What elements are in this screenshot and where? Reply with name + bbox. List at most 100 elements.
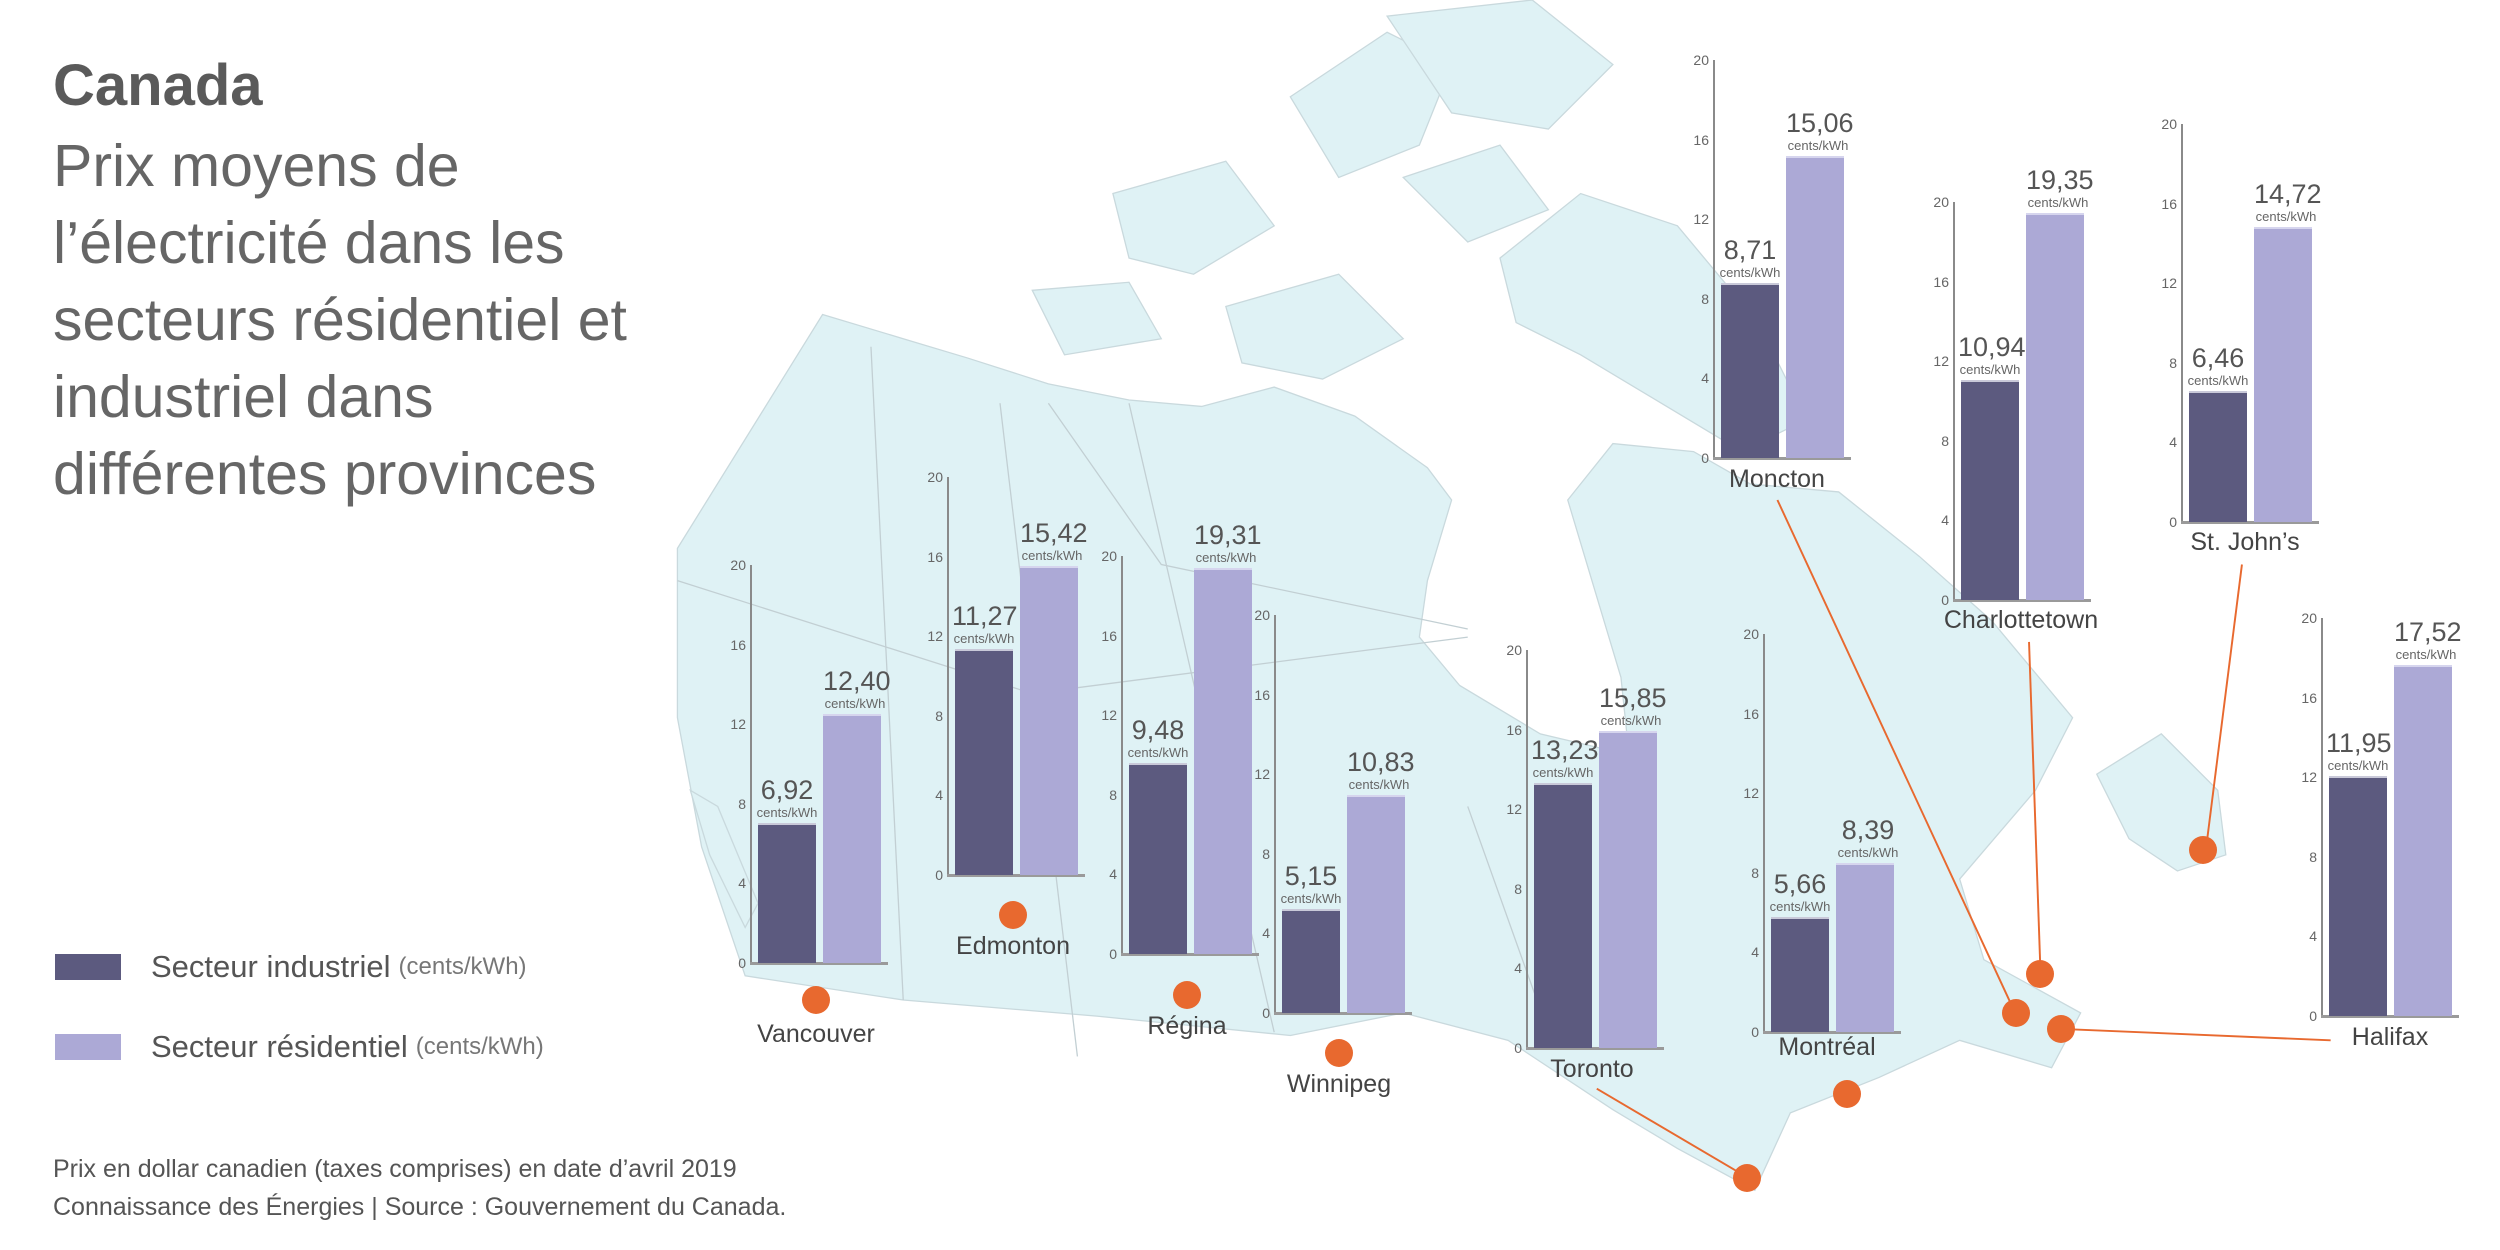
value-text: 8,71: [1723, 234, 1777, 265]
city-label-toronto: Toronto: [1550, 1055, 1634, 1083]
y-tick-label: 0: [1262, 1005, 1270, 1021]
y-tick-label: 20: [1743, 626, 1759, 642]
y-tick-label: 20: [730, 557, 746, 573]
y-tick-label: 4: [1262, 925, 1270, 942]
legend-swatch-residentiel: [55, 1034, 121, 1060]
y-tick-label: 4: [935, 787, 943, 804]
unit-text: cents/kWh: [1348, 777, 1410, 793]
value-label-industriel: 5,66 cents/kWh: [1768, 871, 1832, 915]
legend-swatch-industriel: [55, 954, 121, 980]
city-marker-régina: [1173, 981, 1201, 1009]
city-label-montréal: Montréal: [1778, 1033, 1876, 1061]
y-tick-label: 12: [1506, 801, 1522, 818]
bar-residentiel: [1599, 730, 1657, 1048]
unit-text: cents/kWh: [2027, 194, 2089, 210]
value-text: 10,83: [1347, 747, 1415, 778]
y-tick-label: 16: [1506, 721, 1522, 738]
value-text: 5,15: [1284, 860, 1338, 891]
y-tick-label: 4: [1941, 512, 1949, 529]
y-tick-label: 20: [927, 469, 943, 485]
value-text: 10,94: [1958, 332, 2026, 363]
chart-montréal: 0 4 8 12 16 20 5,66 cents/kWh 8,39 cents/kWh: [1743, 626, 1973, 1040]
value-text: 11,27: [952, 600, 1018, 631]
unit-text: cents/kWh: [1787, 138, 1849, 154]
y-axis: [1713, 60, 1715, 458]
legend-unit: (cents/kWh): [415, 1033, 544, 1060]
y-tick-label: 16: [1101, 627, 1117, 644]
y-tick-label: 8: [935, 707, 943, 724]
bar-industriel: [2329, 776, 2387, 1016]
value-text: 15,85: [1599, 682, 1667, 713]
value-label-industriel: 5,15 cents/kWh: [1279, 860, 1343, 906]
city-label-vancouver: Vancouver: [757, 1020, 875, 1048]
bar-residentiel: [1020, 566, 1078, 875]
bar-industriel: [1961, 380, 2019, 600]
x-axis-baseline: [1953, 599, 2091, 602]
y-tick-label: 20: [2301, 610, 2317, 626]
value-label-residentiel: 12,40 cents/kWh: [823, 668, 891, 711]
bar-industriel: [758, 823, 816, 963]
chart-halifax: 0 4 8 12 16 20 11,95 cents/kWh 17,52 cents/kWh: [2301, 610, 2500, 1024]
city-marker-toronto: [1733, 1164, 1761, 1192]
x-axis-baseline: [2181, 521, 2319, 524]
x-axis-baseline: [1763, 1031, 1901, 1034]
bar-industriel: [1771, 917, 1829, 1032]
chart-régina: 0 4 8 12 16 20 9,48 cents/kWh 19,31 cents/kWh: [1101, 521, 1331, 962]
value-text: 6,92: [760, 775, 814, 806]
bar-residentiel: [1786, 156, 1844, 458]
bar-residentiel: [2254, 227, 2312, 522]
x-axis-baseline: [1274, 1012, 1412, 1015]
page-title: Canada: [53, 53, 263, 118]
unit-text: cents/kWh: [1959, 362, 2021, 378]
unit-text: cents/kWh: [756, 805, 818, 821]
value-text: 11,95: [2326, 728, 2392, 759]
city-marker-halifax: [2047, 1015, 2075, 1043]
bar-industriel: [955, 648, 1013, 875]
legend-item-industriel: Secteur industriel (cents/kWh): [55, 949, 527, 985]
y-tick-label: 12: [1693, 211, 1709, 228]
y-tick-label: 20: [1101, 548, 1117, 564]
legend-label: Secteur résidentiel: [151, 1029, 408, 1064]
chart-charlottetown: 0 4 8 12 16 20 10,94 cents/kWh 19,35 cents/kWh: [1933, 166, 2163, 608]
x-axis-baseline: [1121, 953, 1259, 956]
y-tick-label: 8: [1109, 786, 1117, 803]
city-label-edmonton: Edmonton: [956, 932, 1070, 960]
y-tick-label: 16: [1933, 273, 1949, 290]
y-tick-label: 12: [1254, 766, 1270, 783]
ellesmere-island: [1385, 0, 1614, 130]
value-text: 8,39: [1841, 815, 1895, 846]
city-marker-moncton: [2002, 999, 2030, 1027]
bar-industriel: [1129, 763, 1187, 954]
value-label-industriel: 11,95 cents/kWh: [2326, 728, 2392, 774]
y-tick-label: 4: [1514, 960, 1522, 977]
y-tick-label: 4: [1751, 944, 1759, 961]
value-label-industriel: 8,71 cents/kWh: [1718, 234, 1782, 279]
bar-industriel: [1534, 782, 1592, 1048]
mainland: [676, 313, 2082, 1192]
bar-residentiel: [1347, 795, 1405, 1013]
page-subtitle: Prix moyens de l’électricité dans les se…: [53, 133, 627, 507]
unit-text: cents/kWh: [953, 630, 1015, 646]
footer-source: Connaissance des Énergies | Source : Gou…: [53, 1193, 787, 1221]
y-tick-label: 12: [2161, 275, 2177, 292]
value-label-residentiel: 15,85 cents/kWh: [1599, 682, 1667, 727]
unit-text: cents/kWh: [1280, 890, 1342, 906]
unit-text: cents/kWh: [2327, 758, 2389, 774]
y-tick-label: 0: [738, 955, 746, 971]
bar-residentiel: [823, 714, 881, 963]
unit-text: cents/kWh: [1769, 899, 1831, 915]
value-label-industriel: 13,23 cents/kWh: [1531, 736, 1599, 779]
y-tick-label: 0: [1514, 1040, 1522, 1056]
legend-unit: (cents/kWh): [398, 953, 527, 980]
chart-edmonton: 0 4 8 12 16 20 11,27 cents/kWh 15,42 cents/kWh: [927, 469, 1157, 883]
city-label-halifax: Halifax: [2351, 1023, 2429, 1051]
value-label-industriel: 6,92 cents/kWh: [755, 775, 819, 821]
value-label-residentiel: 17,52 cents/kWh: [2394, 619, 2462, 662]
value-text: 14,72: [2254, 179, 2322, 210]
bar-residentiel: [1194, 567, 1252, 954]
city-label-winnipeg: Winnipeg: [1286, 1070, 1392, 1098]
unit-text: cents/kWh: [2255, 209, 2317, 225]
y-tick-label: 20: [2161, 116, 2177, 132]
value-label-residentiel: 19,35 cents/kWh: [2026, 166, 2094, 210]
y-axis: [1121, 556, 1123, 954]
